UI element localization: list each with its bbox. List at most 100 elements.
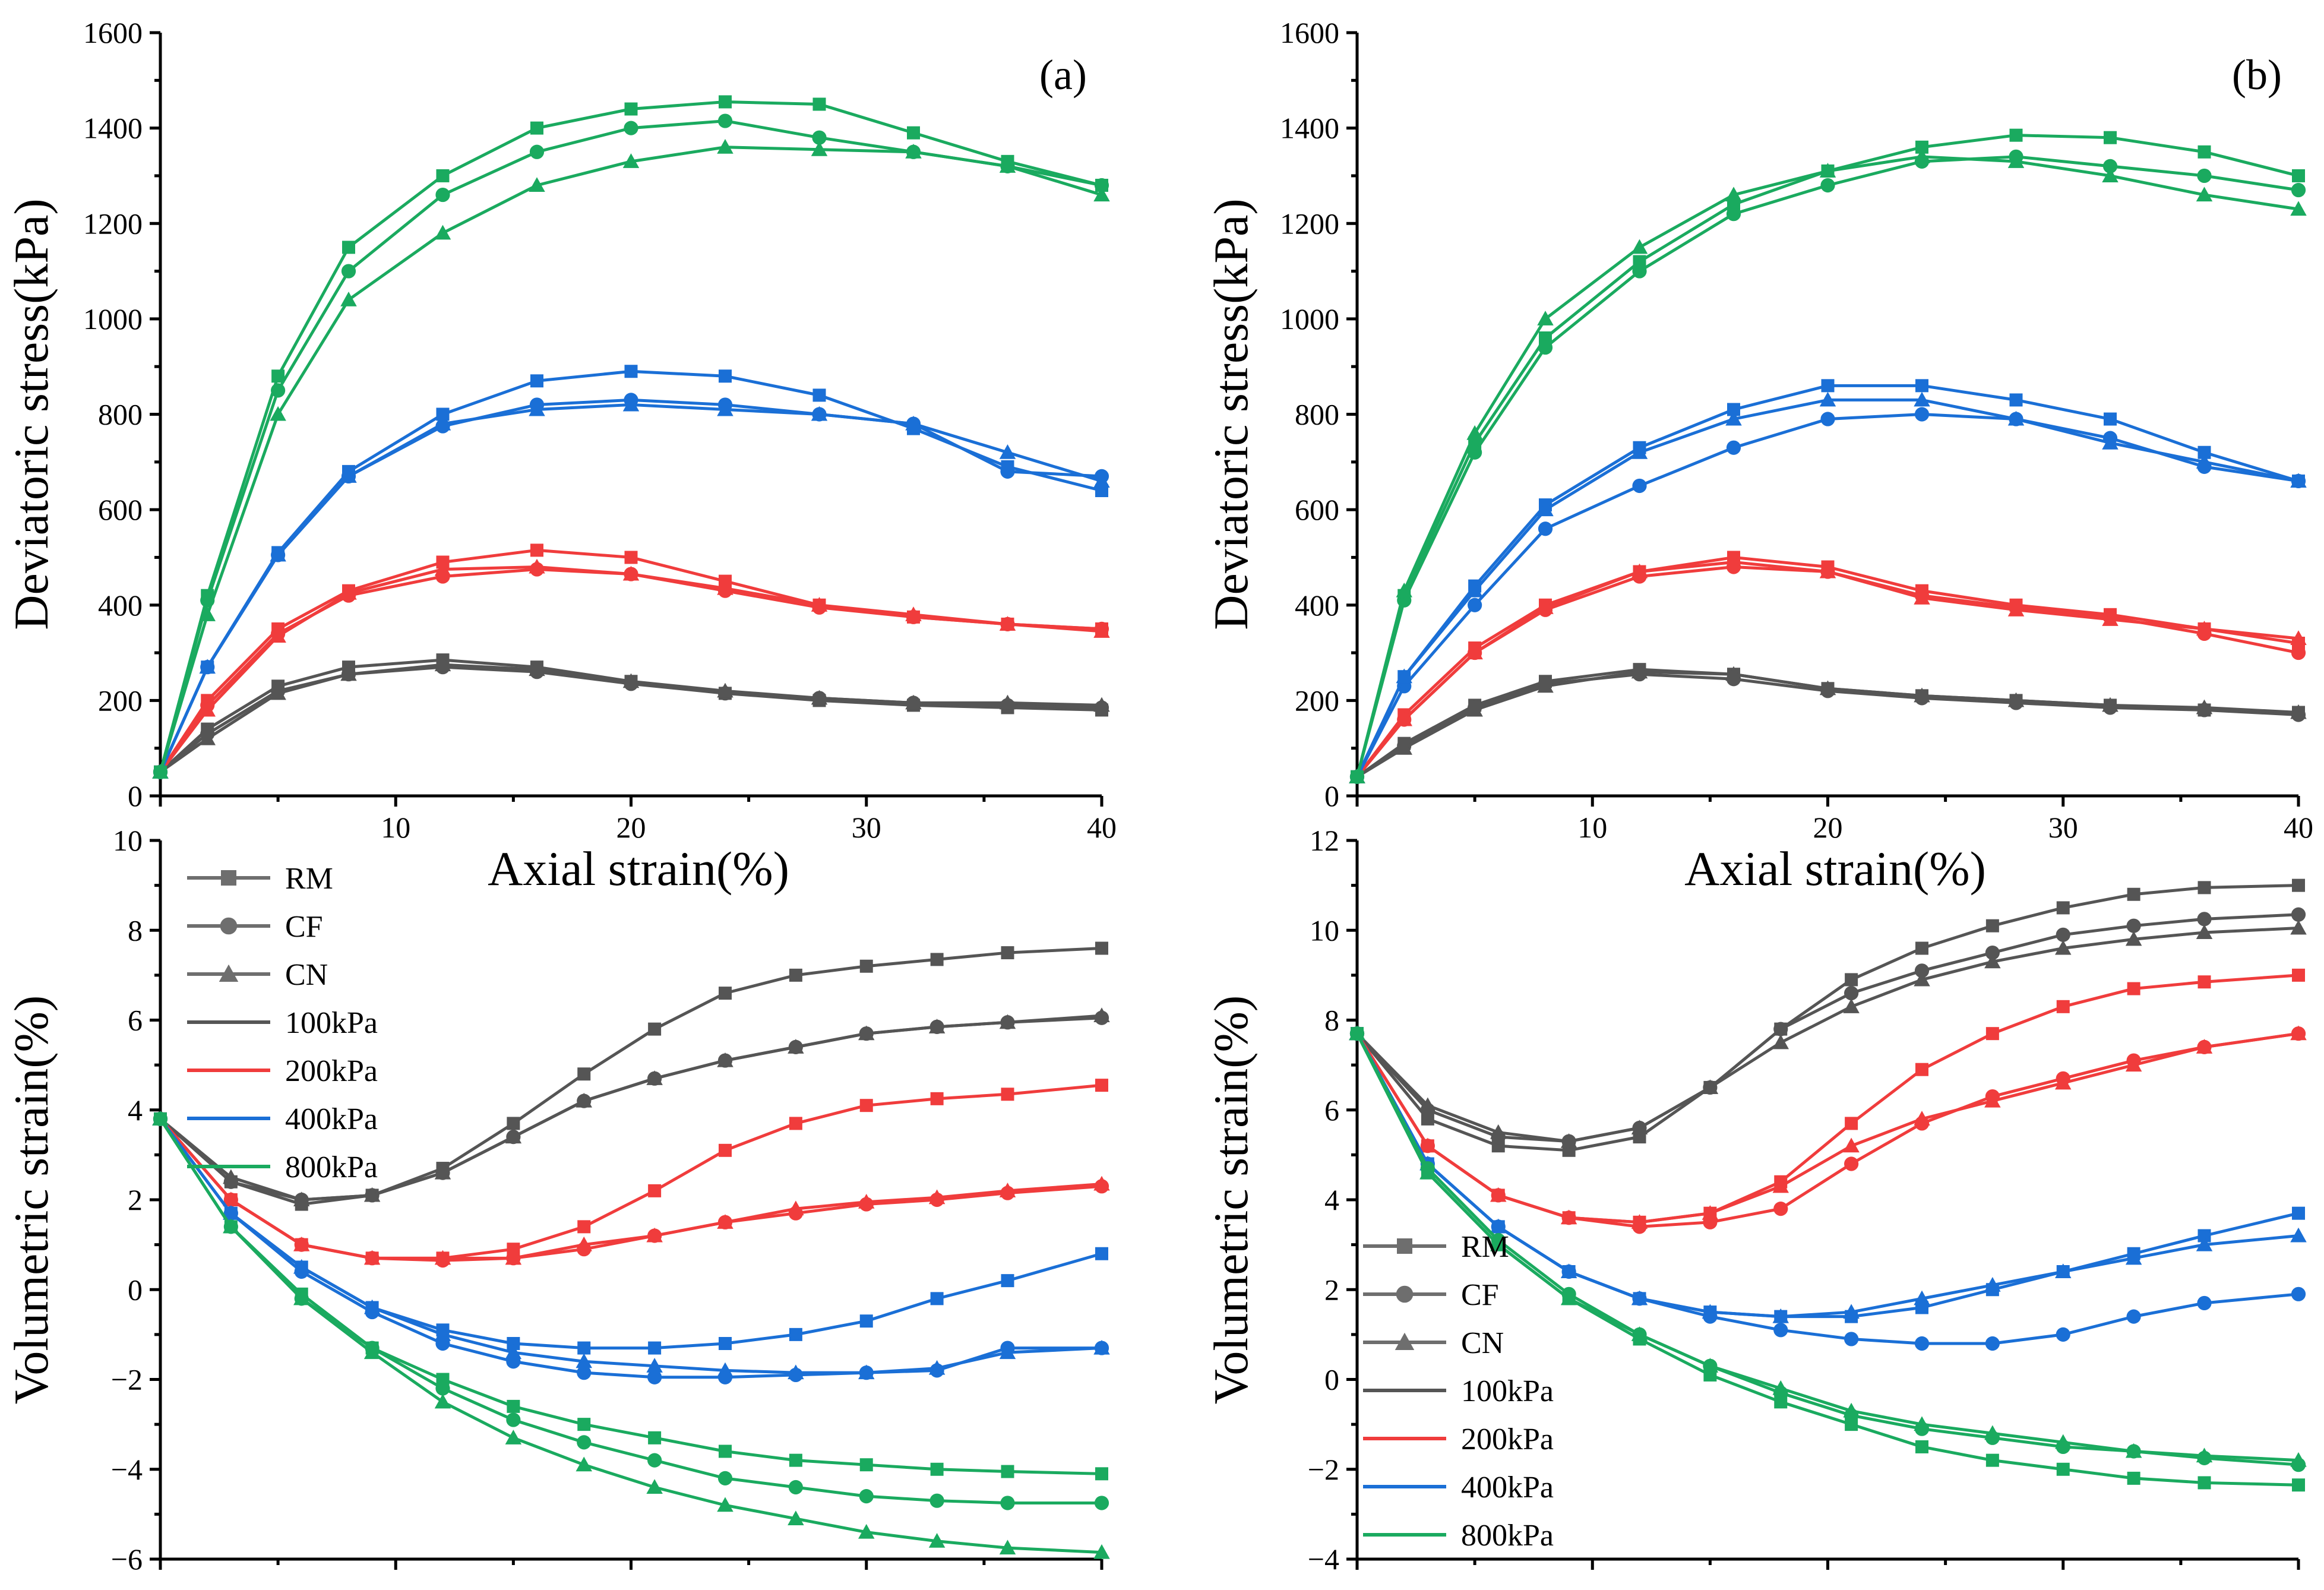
data-point — [2009, 393, 2023, 407]
data-point — [648, 1184, 662, 1197]
y-axis-title: Volumetric strain(%) — [4, 995, 58, 1404]
data-point — [435, 1381, 450, 1396]
legend-item-cf: CF — [1363, 1278, 1499, 1312]
series-cn-800kpa — [152, 1111, 1110, 1559]
data-point — [2196, 1236, 2213, 1251]
y-tick-label: 1200 — [83, 207, 143, 240]
series-cn-800kpa — [1349, 1025, 2307, 1467]
data-point — [1773, 1323, 1788, 1338]
data-point — [363, 1250, 381, 1265]
series-line — [1355, 1032, 2300, 1319]
data-point — [576, 1092, 592, 1108]
data-point — [719, 369, 732, 383]
data-point — [1915, 379, 1928, 393]
data-point — [1468, 598, 1482, 612]
data-point — [928, 1533, 946, 1548]
data-point — [199, 701, 216, 717]
data-point — [1396, 582, 1412, 598]
series-line — [159, 565, 1103, 774]
data-point — [1985, 1453, 1999, 1467]
data-point — [577, 1067, 591, 1081]
data-point — [1466, 582, 1483, 598]
series-line — [1355, 1032, 2300, 1224]
data-point — [859, 1458, 873, 1472]
data-point — [2290, 1025, 2307, 1041]
plot-panel-2: −6 −4 −2 0 2 4 6 8 10 Volumetric strain(%) — [4, 824, 1110, 1576]
data-point — [505, 1250, 522, 1265]
data-point — [1772, 1178, 1789, 1193]
data-point — [2196, 1039, 2213, 1054]
series-cf-400kpa — [153, 393, 1109, 779]
series-line — [1355, 155, 2300, 779]
data-point — [293, 1259, 310, 1274]
y-tick-label: 2 — [1324, 1273, 1339, 1306]
series-cn-400kpa — [152, 1111, 1110, 1380]
legend-marker — [1395, 1332, 1415, 1350]
series-line — [159, 1117, 1103, 1379]
data-point — [529, 401, 545, 416]
data-point — [1914, 1290, 1930, 1305]
y-tick-label: 10 — [113, 824, 143, 857]
data-point — [2007, 410, 2025, 426]
y-tick-label: 12 — [1310, 824, 1339, 857]
x-tick-label: 20 — [1813, 811, 1843, 844]
data-point — [1725, 186, 1742, 202]
data-point — [2055, 1434, 2072, 1449]
data-point — [859, 1489, 874, 1504]
data-point — [2007, 692, 2025, 707]
legend-item-200kpa: 200kPa — [187, 1054, 378, 1088]
data-point — [789, 1117, 802, 1130]
series-line — [159, 1117, 1103, 1475]
data-point — [2009, 128, 2023, 142]
data-point — [1466, 425, 1483, 440]
legend-label: RM — [285, 862, 333, 896]
y-tick-label: −2 — [111, 1363, 143, 1396]
data-point — [1773, 1022, 1788, 1036]
legend-item-cf: CF — [187, 910, 323, 944]
data-point — [2291, 182, 2306, 198]
data-point — [2292, 1206, 2305, 1220]
y-tick-label: 200 — [98, 684, 143, 717]
y-tick-label: 1600 — [83, 16, 143, 49]
data-point — [1726, 440, 1741, 455]
legend-item-200kpa: 200kPa — [1363, 1423, 1554, 1456]
series-cn-100kpa — [1349, 919, 2307, 1148]
data-point — [999, 1344, 1016, 1360]
data-point — [1093, 697, 1110, 712]
data-point — [2197, 168, 2212, 184]
y-tick-label: 1600 — [1280, 16, 1339, 49]
series-line — [159, 398, 1103, 774]
x-axis-title: Axial strain(%) — [1684, 842, 1986, 896]
data-point — [1845, 1117, 1858, 1130]
x-tick-label: 30 — [852, 811, 881, 844]
data-point — [928, 1189, 946, 1205]
data-point — [2056, 901, 2070, 915]
y-tick-label: 800 — [98, 398, 143, 431]
data-point — [1914, 971, 1930, 987]
data-point — [577, 1341, 591, 1355]
y-tick-label: 0 — [128, 1273, 143, 1306]
plot-panel-3: 0 200 400 600 800 1000 1200 1400 1600 10 20 30 40 Axi… — [1204, 16, 2313, 896]
data-point — [577, 1220, 591, 1234]
data-point — [2291, 645, 2306, 660]
series-cf-100kpa — [1349, 907, 2306, 1149]
series-rm-100kpa — [154, 653, 1108, 779]
data-point — [2290, 630, 2307, 645]
data-point — [1095, 1247, 1108, 1260]
data-point — [529, 661, 545, 677]
y-tick-label: 8 — [1324, 1004, 1339, 1037]
data-point — [858, 1194, 875, 1209]
data-point — [340, 468, 357, 483]
series-line — [159, 548, 1103, 774]
data-point — [647, 1370, 662, 1384]
series-line — [1355, 413, 2300, 779]
data-point — [930, 1462, 944, 1476]
data-point — [1396, 739, 1412, 755]
legend-marker — [1397, 1238, 1412, 1254]
data-point — [717, 139, 733, 154]
data-point — [363, 1344, 381, 1360]
series-cn-100kpa — [152, 1007, 1110, 1206]
data-point — [1631, 1290, 1648, 1305]
data-point — [905, 415, 922, 431]
legend-item-cn: CN — [1363, 1326, 1504, 1360]
